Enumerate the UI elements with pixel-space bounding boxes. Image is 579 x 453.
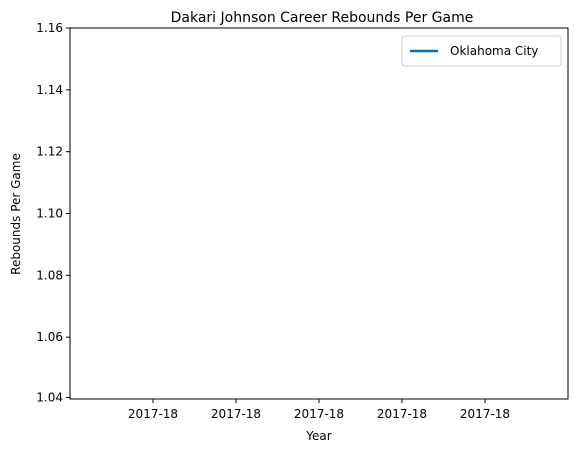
y-tick-label: 1.16 [36,21,63,35]
legend-box [401,35,562,67]
x-tick-label: 2017-18 [211,407,261,421]
y-tick-label: 1.12 [36,145,63,159]
y-tick-label: 1.04 [36,391,63,405]
x-tick-label: 2017-18 [294,407,344,421]
plot-frame [69,27,569,400]
y-axis: 1.04 1.06 1.08 1.10 1.12 1.14 1.16 [36,21,70,405]
x-tick-label: 2017-18 [460,407,510,421]
y-axis-label: Rebounds Per Game [9,153,23,275]
legend: Oklahoma City [401,35,562,67]
chart-title: Dakari Johnson Career Rebounds Per Game [171,10,474,26]
x-tick-label: 2017-18 [128,407,178,421]
x-axis-label: Year [305,429,331,443]
x-axis: 2017-18 2017-18 2017-18 2017-18 2017-18 [128,399,510,421]
y-tick-label: 1.10 [36,207,63,221]
y-tick-label: 1.14 [36,83,63,97]
legend-label: Oklahoma City [450,44,538,58]
y-tick-label: 1.08 [36,268,63,282]
x-tick-label: 2017-18 [377,407,427,421]
y-tick-label: 1.06 [36,330,63,344]
